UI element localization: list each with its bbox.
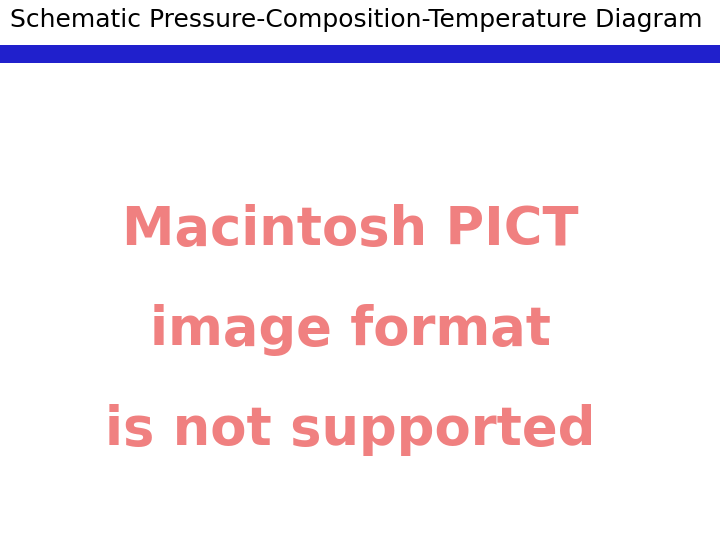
Text: is not supported: is not supported	[105, 404, 595, 456]
Text: image format: image format	[150, 304, 551, 356]
Text: Schematic Pressure-Composition-Temperature Diagram: Schematic Pressure-Composition-Temperatu…	[10, 8, 703, 32]
Text: Macintosh PICT: Macintosh PICT	[122, 204, 578, 256]
Bar	[0, 45, 720, 63]
